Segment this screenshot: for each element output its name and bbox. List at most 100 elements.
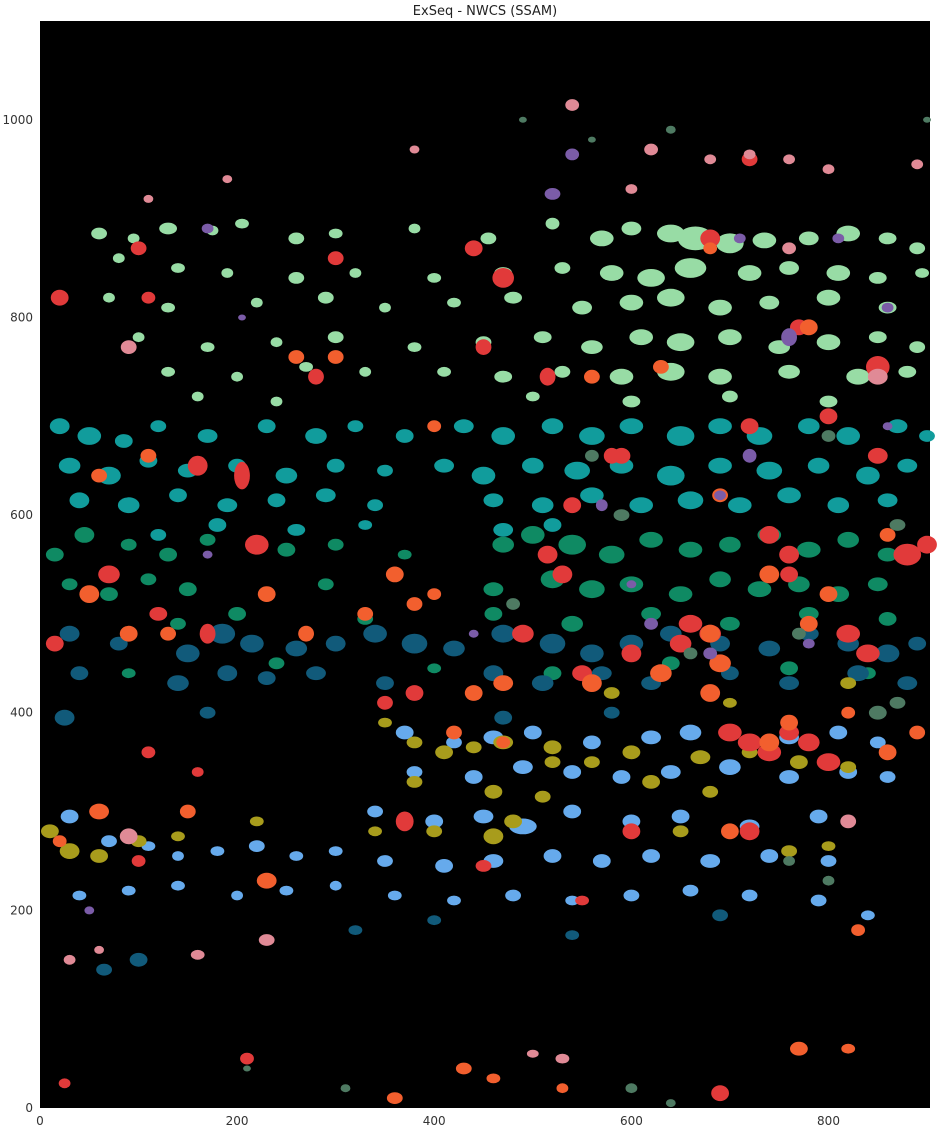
cell-region [494, 370, 513, 383]
cell-region [581, 340, 603, 354]
cell-region [583, 735, 601, 750]
cell-region [326, 458, 345, 473]
cell-region [650, 664, 672, 683]
cell-region [584, 756, 600, 768]
cell-region [881, 302, 894, 313]
cell-region [379, 302, 391, 313]
cell-region [799, 615, 818, 632]
cell-region [582, 674, 602, 692]
cell-region [94, 945, 104, 954]
cell-region [809, 809, 828, 824]
cell-region [317, 291, 334, 304]
cell-region [480, 232, 497, 245]
cell-region [484, 607, 503, 621]
cell-region [700, 854, 721, 868]
cell-region [802, 638, 815, 649]
cell-region [199, 623, 216, 644]
cell-region [819, 395, 838, 408]
cell-region [453, 419, 474, 434]
cell-region [513, 760, 533, 774]
cell-region [468, 629, 479, 638]
cell-region [317, 578, 334, 591]
cell-region [819, 586, 838, 602]
cell-region [121, 668, 136, 679]
cell-region [878, 612, 897, 626]
cell-region [455, 1062, 472, 1075]
cell-region [285, 640, 308, 657]
cell-region [446, 725, 462, 740]
cell-region [743, 149, 756, 160]
cell-region [867, 368, 888, 385]
cell-region [288, 272, 305, 284]
cell-region [231, 371, 244, 382]
cell-region [426, 825, 443, 838]
cell-region [249, 816, 264, 827]
cell-region [387, 890, 402, 901]
cell-region [504, 291, 522, 304]
cell-region [923, 116, 931, 123]
cell-region [897, 458, 918, 473]
cell-region [202, 550, 213, 559]
cell-region [668, 586, 693, 602]
cell-region [909, 242, 926, 255]
cell-region [819, 408, 838, 425]
x-tick-label: 800 [817, 1114, 840, 1128]
cell-region [89, 803, 109, 820]
cell-region [386, 1092, 403, 1104]
cell-region [545, 217, 560, 230]
cell-region [427, 915, 442, 926]
cell-region [221, 268, 234, 278]
cell-region [893, 543, 922, 566]
cell-region [826, 265, 851, 281]
cell-region [91, 227, 107, 240]
cell-region [140, 448, 157, 463]
cell-region [779, 676, 799, 690]
cell-region [45, 635, 64, 652]
cell-region [792, 627, 806, 640]
cell-region [217, 498, 238, 513]
cell-region [718, 723, 742, 742]
cell-region [777, 487, 801, 504]
cell-region [443, 640, 465, 657]
cell-region [740, 418, 759, 435]
cell-region [807, 457, 830, 474]
cell-region [759, 565, 780, 584]
cell-region [171, 831, 185, 842]
cell-region [719, 759, 741, 775]
cell-region [378, 717, 392, 728]
cell-region [367, 499, 383, 512]
cell-region [526, 1049, 539, 1058]
cell-region [299, 362, 313, 372]
cell-region [328, 228, 343, 239]
cell-region [836, 624, 860, 643]
cell-region [328, 846, 343, 856]
cell-region [96, 963, 112, 976]
cell-region [759, 733, 780, 752]
cell-region [464, 770, 483, 784]
cell-region [856, 466, 880, 485]
cell-region [708, 457, 732, 474]
cell-region [329, 880, 342, 891]
cell-region [666, 333, 695, 352]
cell-region [700, 684, 721, 702]
cell-region [465, 741, 482, 754]
cell-region [434, 458, 454, 473]
cell-region [358, 520, 373, 530]
cell-region [733, 233, 746, 244]
cell-region [861, 910, 875, 921]
cell-region [368, 826, 382, 837]
cell-region [703, 242, 718, 255]
cell-region [653, 360, 669, 374]
cell-region [522, 457, 544, 474]
cell-region [671, 809, 690, 824]
cell-region [270, 396, 283, 407]
cell-region [708, 368, 732, 385]
cell-region [149, 607, 168, 621]
plot-area [40, 21, 930, 1108]
cell-region [590, 230, 614, 247]
cell-region [231, 890, 244, 901]
cell-region [565, 930, 580, 940]
cell-region [674, 258, 707, 278]
cell-region [837, 531, 859, 548]
cell-region [496, 736, 511, 749]
